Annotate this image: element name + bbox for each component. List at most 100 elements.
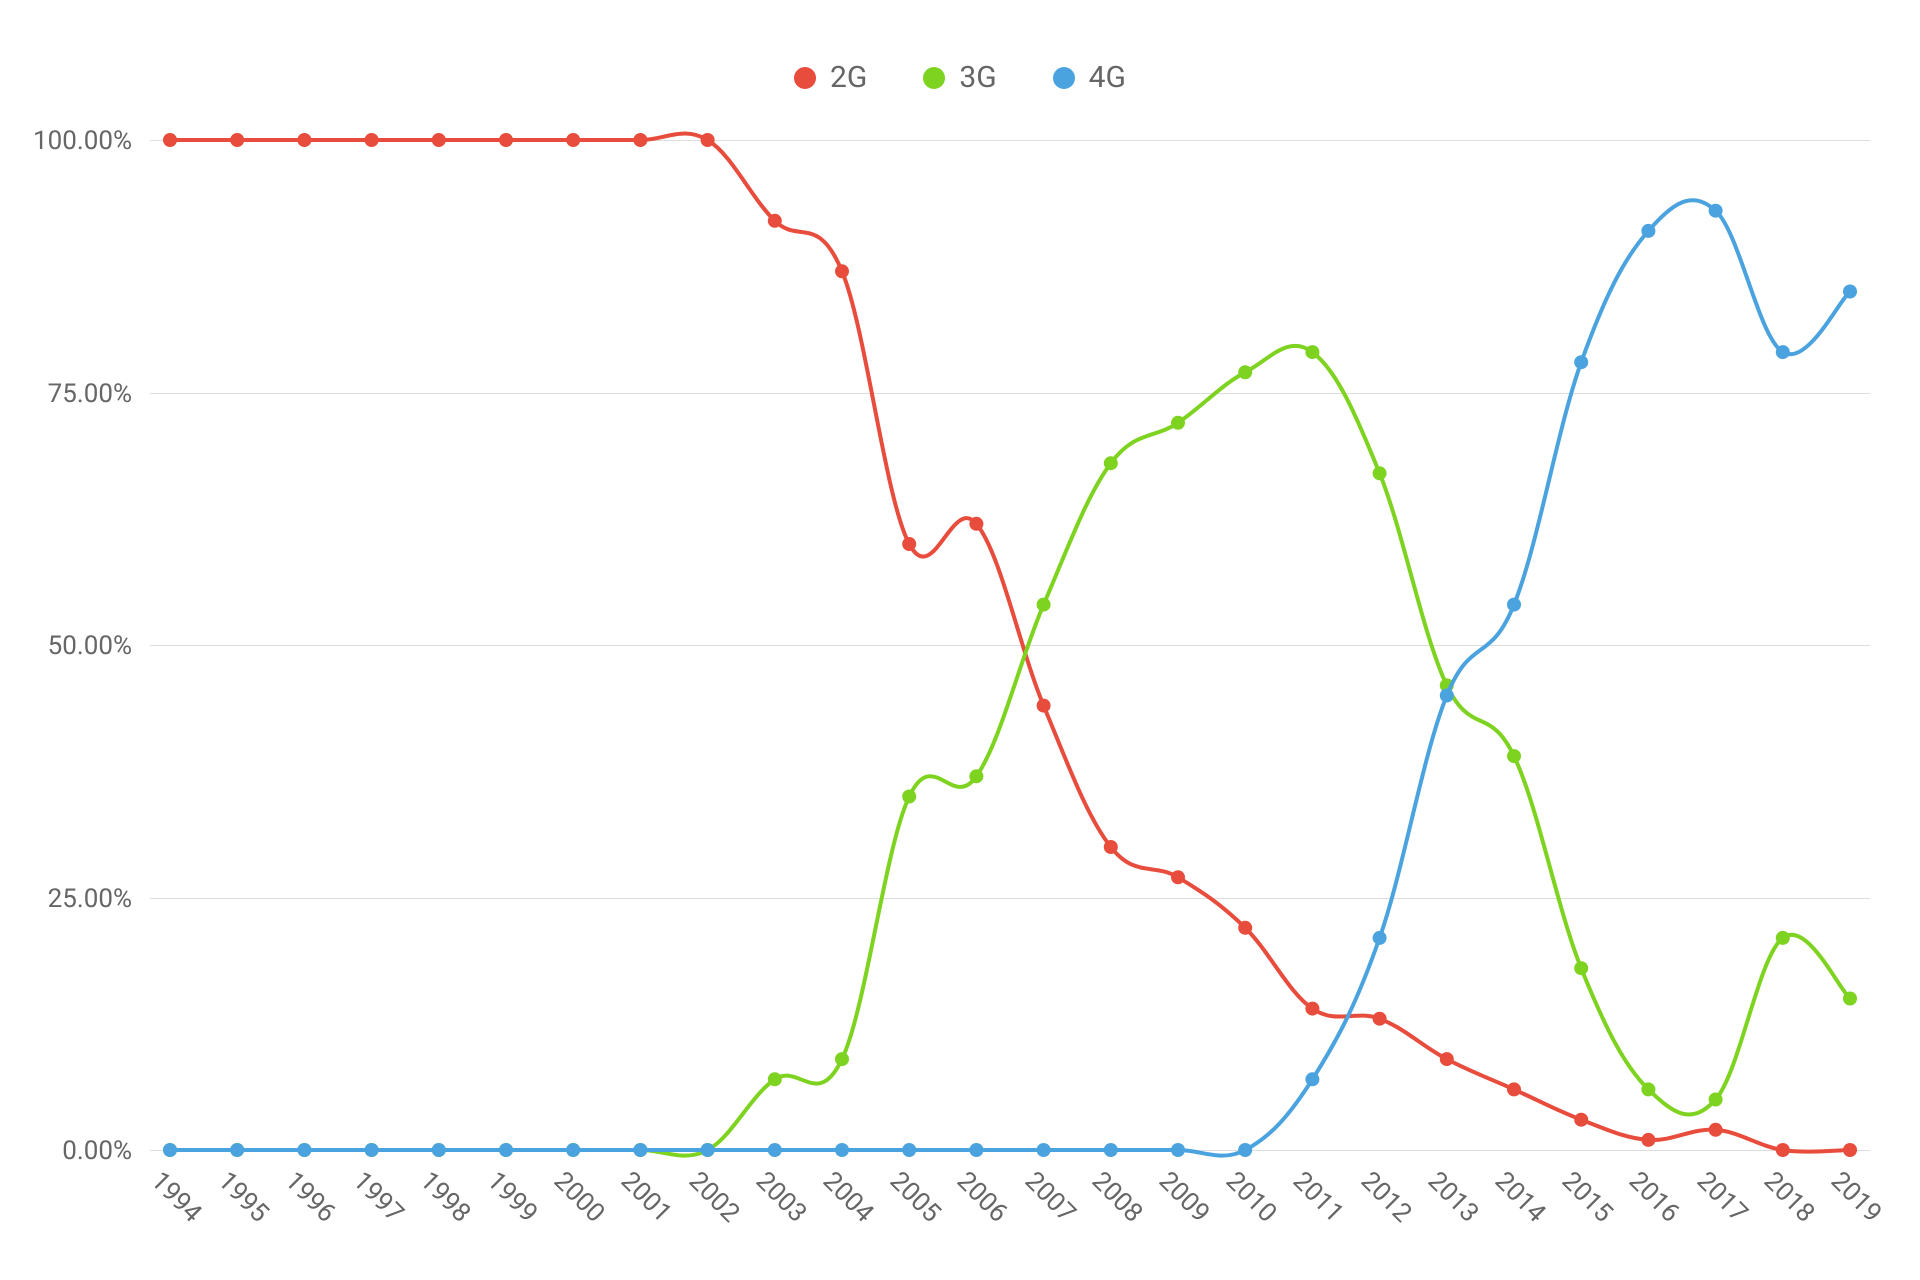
data-point[interactable]: [1507, 598, 1521, 612]
x-axis-label: 2005: [884, 1166, 947, 1229]
data-point[interactable]: [499, 133, 513, 147]
data-point[interactable]: [1709, 204, 1723, 218]
data-point[interactable]: [432, 1143, 446, 1157]
data-point[interactable]: [902, 537, 916, 551]
data-point[interactable]: [1305, 345, 1319, 359]
data-point[interactable]: [297, 133, 311, 147]
data-point[interactable]: [1507, 749, 1521, 763]
data-point[interactable]: [835, 1052, 849, 1066]
data-point[interactable]: [1373, 466, 1387, 480]
data-point[interactable]: [1305, 1002, 1319, 1016]
data-point[interactable]: [365, 133, 379, 147]
data-point[interactable]: [1104, 840, 1118, 854]
data-point[interactable]: [1440, 689, 1454, 703]
legend-item-3g[interactable]: 3G: [923, 60, 996, 95]
chart-lines: [150, 140, 1870, 1150]
data-point[interactable]: [1507, 1082, 1521, 1096]
data-point[interactable]: [230, 133, 244, 147]
data-point[interactable]: [969, 517, 983, 531]
data-point[interactable]: [566, 133, 580, 147]
data-point[interactable]: [768, 1143, 782, 1157]
data-point[interactable]: [1171, 1143, 1185, 1157]
y-axis-label: 100.00%: [33, 126, 132, 156]
data-point[interactable]: [1574, 355, 1588, 369]
x-axis-label: 2018: [1758, 1166, 1821, 1229]
data-point[interactable]: [701, 133, 715, 147]
legend-dot-icon: [1053, 67, 1075, 89]
x-axis-label: 2014: [1489, 1166, 1552, 1229]
data-point[interactable]: [365, 1143, 379, 1157]
data-point[interactable]: [1843, 992, 1857, 1006]
data-point[interactable]: [835, 1143, 849, 1157]
data-point[interactable]: [1373, 931, 1387, 945]
x-axis-label: 2017: [1690, 1166, 1753, 1229]
data-point[interactable]: [1171, 870, 1185, 884]
data-point[interactable]: [230, 1143, 244, 1157]
y-axis-label: 0.00%: [62, 1136, 132, 1166]
data-point[interactable]: [1843, 1143, 1857, 1157]
data-point[interactable]: [1709, 1093, 1723, 1107]
data-point[interactable]: [1641, 1082, 1655, 1096]
x-axis-label: 2006: [951, 1166, 1014, 1229]
data-point[interactable]: [969, 769, 983, 783]
x-axis-label: 1996: [279, 1166, 342, 1229]
legend-label: 4G: [1089, 60, 1126, 95]
data-point[interactable]: [1037, 699, 1051, 713]
data-point[interactable]: [1238, 1143, 1252, 1157]
legend-dot-icon: [794, 67, 816, 89]
y-axis-label: 25.00%: [48, 884, 132, 914]
x-axis-label: 1997: [346, 1166, 409, 1229]
data-point[interactable]: [768, 1072, 782, 1086]
series-line-2g: [170, 134, 1850, 1152]
x-axis-label: 1994: [145, 1166, 208, 1229]
data-point[interactable]: [1709, 1123, 1723, 1137]
data-point[interactable]: [1037, 598, 1051, 612]
x-axis-label: 1999: [481, 1166, 544, 1229]
x-axis-label: 2009: [1153, 1166, 1216, 1229]
legend-item-2g[interactable]: 2G: [794, 60, 867, 95]
data-point[interactable]: [1776, 1143, 1790, 1157]
data-point[interactable]: [1238, 365, 1252, 379]
data-point[interactable]: [633, 1143, 647, 1157]
data-point[interactable]: [1171, 416, 1185, 430]
data-point[interactable]: [902, 790, 916, 804]
data-point[interactable]: [1574, 1113, 1588, 1127]
data-point[interactable]: [566, 1143, 580, 1157]
x-axis-label: 2012: [1354, 1166, 1417, 1229]
x-axis-label: 2016: [1623, 1166, 1686, 1229]
data-point[interactable]: [163, 1143, 177, 1157]
data-point[interactable]: [1843, 285, 1857, 299]
data-point[interactable]: [1305, 1072, 1319, 1086]
data-point[interactable]: [1776, 345, 1790, 359]
series-line-3g: [170, 346, 1850, 1156]
data-point[interactable]: [1037, 1143, 1051, 1157]
data-point[interactable]: [1238, 921, 1252, 935]
x-axis-label: 2007: [1018, 1166, 1081, 1229]
data-point[interactable]: [835, 264, 849, 278]
data-point[interactable]: [499, 1143, 513, 1157]
data-point[interactable]: [1641, 224, 1655, 238]
legend-label: 2G: [830, 60, 867, 95]
data-point[interactable]: [432, 133, 446, 147]
data-point[interactable]: [1104, 1143, 1118, 1157]
x-axis-label: 2015: [1556, 1166, 1619, 1229]
x-axis-label: 2004: [817, 1166, 880, 1229]
data-point[interactable]: [768, 214, 782, 228]
y-axis-label: 50.00%: [48, 631, 132, 661]
data-point[interactable]: [1776, 931, 1790, 945]
data-point[interactable]: [1574, 961, 1588, 975]
data-point[interactable]: [1440, 1052, 1454, 1066]
data-point[interactable]: [1104, 456, 1118, 470]
data-point[interactable]: [1641, 1133, 1655, 1147]
data-point[interactable]: [902, 1143, 916, 1157]
data-point[interactable]: [701, 1143, 715, 1157]
data-point[interactable]: [633, 133, 647, 147]
x-axis-label: 2000: [548, 1166, 611, 1229]
x-axis-label: 2019: [1825, 1166, 1888, 1229]
data-point[interactable]: [969, 1143, 983, 1157]
data-point[interactable]: [1373, 1012, 1387, 1026]
legend-item-4g[interactable]: 4G: [1053, 60, 1126, 95]
data-point[interactable]: [163, 133, 177, 147]
x-axis-label: 1995: [212, 1166, 275, 1229]
data-point[interactable]: [297, 1143, 311, 1157]
